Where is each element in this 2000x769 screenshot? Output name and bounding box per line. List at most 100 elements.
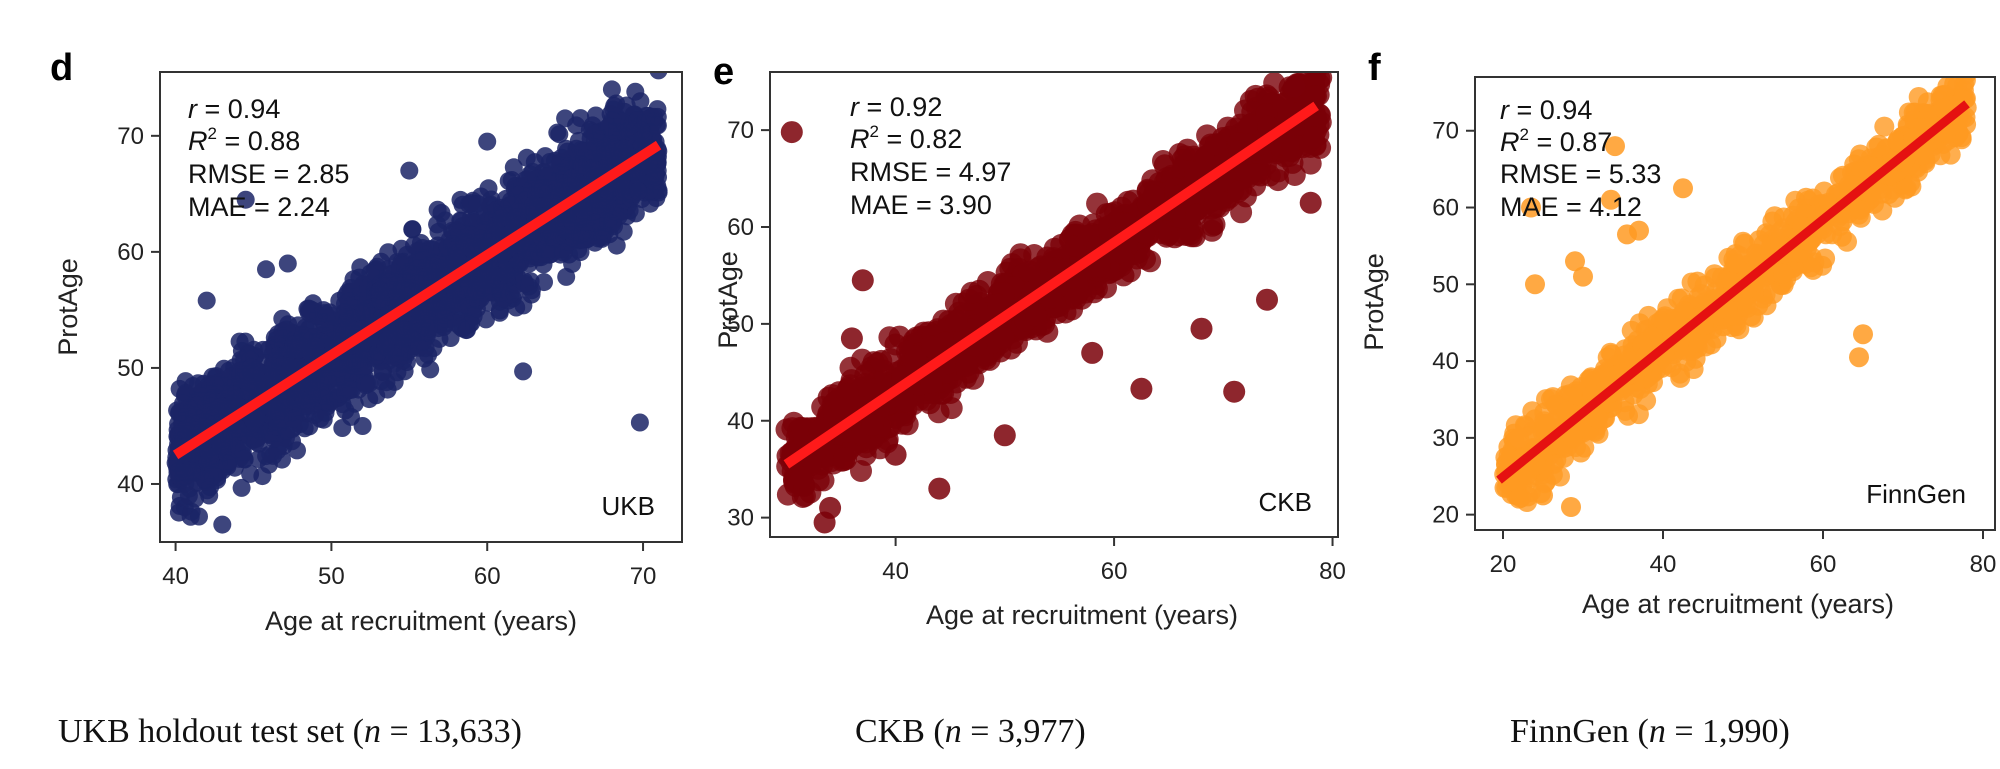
y-tick-label: 60 bbox=[727, 214, 754, 241]
data-point bbox=[306, 340, 325, 359]
regression-line bbox=[172, 140, 662, 460]
x-tick-label: 60 bbox=[474, 563, 501, 590]
data-point bbox=[400, 327, 419, 346]
data-point bbox=[1065, 287, 1087, 310]
data-point bbox=[446, 285, 465, 304]
data-point bbox=[537, 245, 555, 264]
data-point bbox=[464, 307, 483, 326]
data-point bbox=[921, 335, 943, 358]
caption-e: CKB (n = 3,977) bbox=[855, 713, 1086, 750]
x-axis-title-d: Age at recruitment (years) bbox=[265, 606, 577, 636]
cohort-label-d: UKB bbox=[602, 491, 655, 521]
data-point bbox=[231, 364, 249, 383]
data-point bbox=[1238, 113, 1261, 136]
data-point bbox=[268, 417, 287, 436]
data-point bbox=[861, 414, 884, 436]
data-point bbox=[246, 432, 265, 451]
data-point bbox=[253, 467, 272, 486]
data-point bbox=[427, 263, 446, 281]
panel-letter-d: d bbox=[50, 47, 73, 89]
outlier-point bbox=[626, 82, 645, 101]
data-point bbox=[373, 363, 392, 381]
data-point bbox=[649, 72, 668, 80]
data-point bbox=[586, 106, 605, 125]
data-point bbox=[1176, 138, 1199, 161]
outlier-point bbox=[993, 424, 1016, 447]
y-tick-label: 70 bbox=[727, 117, 754, 144]
data-point bbox=[607, 94, 626, 113]
outlier-point bbox=[1081, 341, 1104, 364]
data-point bbox=[1272, 92, 1295, 115]
data-point bbox=[448, 249, 467, 268]
data-point bbox=[485, 275, 504, 294]
outlier-point bbox=[1223, 380, 1246, 403]
data-point bbox=[341, 279, 360, 297]
data-point bbox=[441, 329, 460, 347]
data-point bbox=[257, 447, 276, 466]
caption-prefix-e: CKB ( bbox=[855, 713, 945, 750]
data-point bbox=[904, 345, 927, 367]
stat-rmse-value-d: 2.85 bbox=[297, 159, 350, 189]
stats-block-e: r = 0.92 R2 = 0.82 RMSE = 4.97 MAE = 3.9… bbox=[850, 92, 1011, 220]
outlier-point bbox=[353, 417, 372, 435]
stats-block-d: r = 0.94 R2 = 0.88 RMSE = 2.85 MAE = 2.2… bbox=[188, 94, 349, 222]
y-tick-label: 50 bbox=[117, 355, 144, 382]
x-tick-label: 70 bbox=[630, 563, 657, 590]
data-point bbox=[645, 107, 663, 126]
data-point bbox=[536, 147, 555, 166]
y-tick-label: 60 bbox=[117, 239, 144, 266]
plot-frame-d bbox=[159, 71, 683, 543]
stat-rmse-label-d: RMSE bbox=[188, 159, 266, 189]
data-point bbox=[314, 410, 333, 429]
data-point bbox=[920, 371, 943, 394]
outlier-point bbox=[1256, 288, 1278, 311]
stat-r2-value-e: 0.82 bbox=[910, 124, 963, 154]
outlier-point bbox=[278, 254, 297, 273]
data-point bbox=[895, 390, 918, 413]
data-point bbox=[496, 189, 515, 208]
data-point bbox=[345, 394, 364, 413]
data-point bbox=[516, 274, 534, 293]
y-tick-label: 30 bbox=[727, 505, 754, 532]
data-point bbox=[583, 159, 602, 178]
stat-r-symbol-e: r bbox=[850, 92, 860, 122]
data-point bbox=[324, 369, 343, 387]
stat-r2-e: R2 = 0.82 bbox=[850, 122, 962, 154]
data-point bbox=[179, 399, 198, 418]
x-axis-title-e: Age at recruitment (years) bbox=[926, 600, 1238, 630]
data-point bbox=[267, 402, 286, 421]
outlier-point bbox=[884, 443, 907, 466]
stat-r-eq-d: = bbox=[197, 94, 228, 124]
data-point bbox=[1764, 206, 1785, 227]
data-point bbox=[850, 460, 872, 482]
data-point bbox=[1142, 184, 1165, 207]
outlier-point bbox=[1130, 377, 1153, 400]
data-point bbox=[403, 220, 422, 239]
stat-r-eq-e: = bbox=[859, 92, 890, 122]
stat-mae-label-d: MAE bbox=[188, 192, 247, 222]
data-point bbox=[955, 354, 978, 377]
data-point bbox=[833, 447, 856, 470]
data-point bbox=[1227, 180, 1250, 203]
data-point bbox=[987, 293, 1009, 316]
data-point bbox=[419, 319, 438, 338]
fit-line-d bbox=[172, 140, 662, 460]
outlier-point bbox=[819, 496, 842, 519]
data-point bbox=[565, 230, 584, 248]
data-point bbox=[1043, 237, 1066, 260]
data-point bbox=[1299, 152, 1322, 175]
plot-frame-e bbox=[769, 71, 1339, 538]
data-point bbox=[1204, 133, 1227, 156]
outlier-point bbox=[928, 477, 951, 500]
caption-n-d: n bbox=[364, 713, 381, 750]
data-point bbox=[456, 225, 475, 244]
data-point bbox=[1134, 247, 1156, 270]
y-axis-title-d: ProtAge bbox=[53, 258, 83, 356]
outlier-point bbox=[213, 515, 232, 534]
data-point bbox=[311, 382, 330, 400]
stat-r2-sup-e: 2 bbox=[870, 122, 879, 141]
data-point bbox=[447, 314, 466, 333]
data-point bbox=[360, 374, 379, 393]
data-point bbox=[927, 401, 950, 424]
